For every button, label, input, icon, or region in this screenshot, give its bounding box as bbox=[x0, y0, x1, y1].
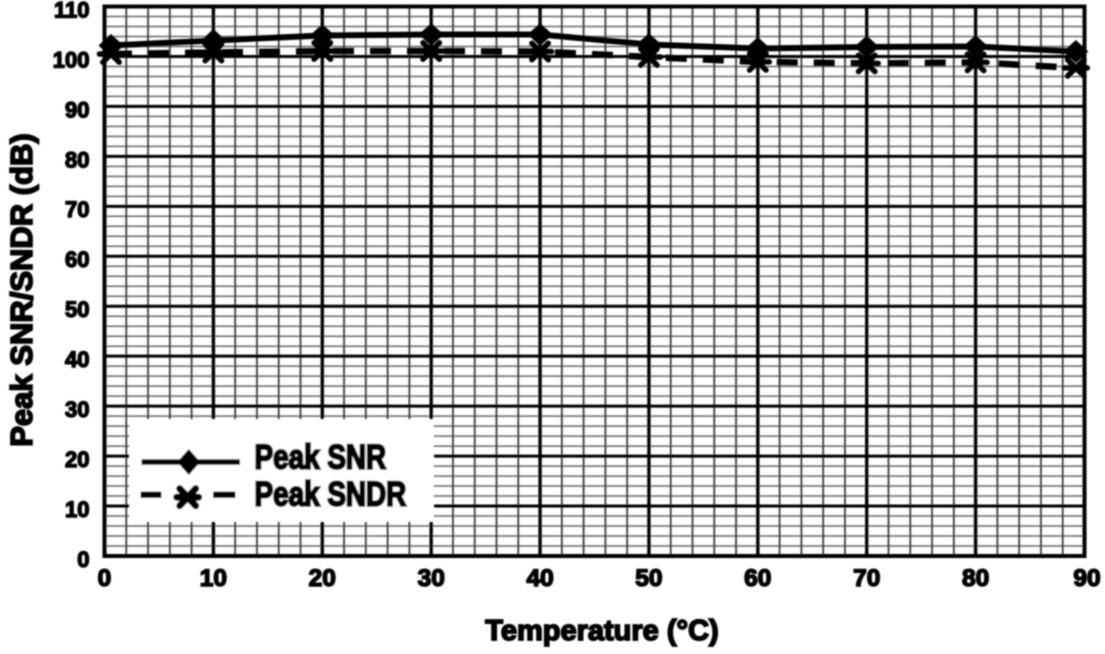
svg-text:80: 80 bbox=[962, 565, 989, 592]
svg-text:Peak SNR: Peak SNR bbox=[255, 438, 387, 476]
svg-text:70: 70 bbox=[65, 197, 89, 222]
svg-text:40: 40 bbox=[65, 347, 89, 372]
svg-text:110: 110 bbox=[54, 0, 90, 22]
svg-text:40: 40 bbox=[526, 565, 553, 592]
svg-text:30: 30 bbox=[65, 397, 89, 422]
svg-text:10: 10 bbox=[65, 497, 89, 522]
svg-text:60: 60 bbox=[65, 247, 89, 272]
svg-text:90: 90 bbox=[65, 97, 89, 122]
svg-text:20: 20 bbox=[65, 447, 89, 472]
svg-text:Temperature (°C): Temperature (°C) bbox=[485, 615, 718, 647]
svg-text:30: 30 bbox=[418, 565, 445, 592]
svg-text:80: 80 bbox=[65, 147, 89, 172]
svg-text:100: 100 bbox=[53, 47, 90, 72]
svg-text:20: 20 bbox=[309, 565, 336, 592]
svg-text:70: 70 bbox=[853, 565, 880, 592]
svg-text:Peak SNR/SNDR (dB): Peak SNR/SNDR (dB) bbox=[4, 133, 39, 447]
svg-text:60: 60 bbox=[744, 565, 771, 592]
svg-text:10: 10 bbox=[200, 565, 227, 592]
svg-text:90: 90 bbox=[1073, 565, 1100, 592]
svg-text:Peak SNDR: Peak SNDR bbox=[255, 475, 407, 513]
svg-text:50: 50 bbox=[65, 297, 89, 322]
svg-text:0: 0 bbox=[77, 547, 89, 572]
svg-text:50: 50 bbox=[635, 565, 662, 592]
svg-text:0: 0 bbox=[98, 565, 112, 592]
